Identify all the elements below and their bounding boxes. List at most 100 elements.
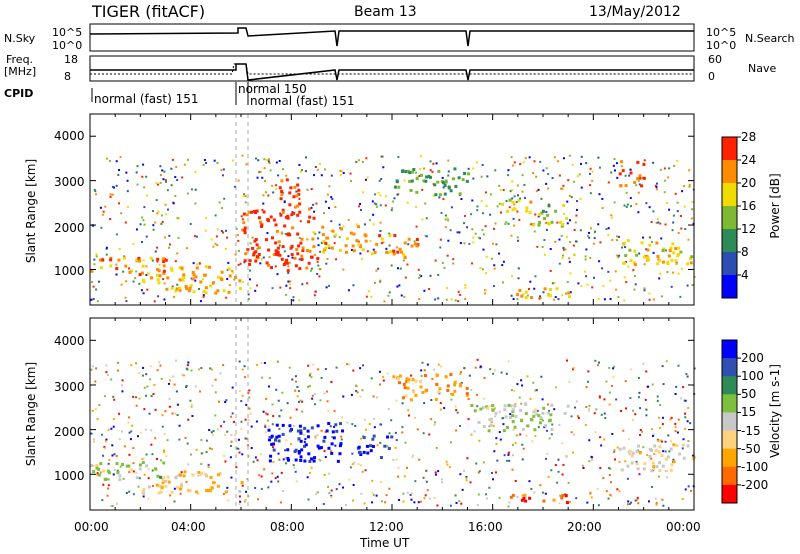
scatter-cell — [398, 284, 401, 287]
scatter-cell — [652, 161, 655, 164]
scatter-cell — [618, 460, 621, 463]
scatter-cell — [548, 409, 551, 412]
scatter-cell — [105, 157, 108, 160]
scatter-cell — [179, 492, 182, 495]
echo-cell — [370, 252, 374, 256]
scatter-cell — [156, 369, 159, 372]
echo-cell — [513, 207, 517, 211]
echo-cell — [486, 406, 490, 410]
scatter-cell — [101, 433, 104, 436]
scatter-cell — [387, 408, 390, 411]
scatter-cell — [593, 237, 596, 240]
scatter-cell — [586, 501, 589, 504]
scatter-cell — [518, 218, 521, 221]
scatter-cell — [298, 299, 301, 302]
scatter-cell — [306, 476, 309, 479]
scatter-cell — [576, 415, 579, 418]
scatter-cell — [352, 483, 355, 486]
scatter-cell — [361, 160, 364, 163]
scatter-cell — [536, 409, 539, 412]
echo-cell — [180, 482, 184, 486]
scatter-cell — [147, 497, 150, 500]
echo-cell — [222, 289, 226, 293]
echo-cell — [690, 255, 694, 259]
scatter-cell — [545, 182, 548, 185]
echo-cell — [195, 266, 199, 270]
echo-cell — [620, 468, 624, 472]
scatter-cell — [444, 218, 447, 221]
scatter-cell — [237, 263, 240, 266]
scatter-cell — [511, 197, 514, 200]
scatter-cell — [360, 492, 363, 495]
scatter-cell — [295, 480, 298, 483]
scatter-cell — [650, 457, 653, 460]
echo-cell — [332, 436, 336, 440]
echo-cell — [435, 373, 439, 377]
scatter-cell — [587, 370, 590, 373]
echo-cell — [178, 278, 182, 282]
scatter-cell — [472, 167, 475, 170]
scatter-cell — [310, 206, 313, 209]
scatter-cell — [307, 385, 310, 388]
scatter-cell — [683, 205, 686, 208]
scatter-cell — [390, 419, 393, 422]
scatter-cell — [162, 451, 165, 454]
scatter-cell — [298, 258, 301, 261]
echo-cell — [501, 202, 505, 206]
scatter-cell — [418, 458, 421, 461]
scatter-cell — [466, 226, 469, 229]
scatter-cell — [278, 427, 281, 430]
scatter-cell — [521, 190, 524, 193]
scatter-cell — [180, 471, 183, 474]
scatter-cell — [655, 503, 658, 506]
echo-cell — [465, 393, 469, 397]
scatter-cell — [476, 358, 479, 361]
scatter-cell — [142, 457, 145, 460]
echo-cell — [169, 267, 173, 271]
scatter-cell — [436, 504, 439, 507]
scatter-cell — [653, 468, 656, 471]
echo-cell — [284, 261, 288, 265]
scatter-cell — [439, 365, 442, 368]
scatter-cell — [568, 260, 571, 263]
echo-cell — [655, 241, 659, 245]
scatter-cell — [464, 298, 467, 301]
scatter-cell — [665, 201, 668, 204]
scatter-cell — [171, 285, 174, 288]
scatter-cell — [482, 461, 485, 464]
scatter-cell — [94, 190, 97, 193]
echo-cell — [520, 498, 524, 502]
echo-cell — [276, 253, 280, 257]
scatter-cell — [214, 242, 217, 245]
colorbar-tick-label: -100 — [741, 459, 769, 474]
scatter-cell — [230, 415, 233, 418]
echo-cell — [214, 291, 218, 295]
scatter-cell — [185, 385, 188, 388]
scatter-cell — [159, 181, 162, 184]
scatter-cell — [431, 170, 434, 173]
scatter-cell — [409, 493, 412, 496]
echo-cell — [175, 287, 179, 291]
scatter-cell — [634, 413, 637, 416]
scatter-cell — [443, 266, 446, 269]
scatter-cell — [143, 186, 146, 189]
velocity-ytick-4000: 4000 — [54, 334, 85, 348]
colorbar-tick-label: 100 — [741, 369, 764, 384]
scatter-cell — [244, 418, 247, 421]
echo-cell — [438, 387, 442, 391]
scatter-cell — [135, 228, 138, 231]
echo-cell — [280, 193, 284, 197]
scatter-cell — [634, 499, 637, 502]
echo-cell — [387, 446, 391, 450]
scatter-cell — [135, 404, 138, 407]
scatter-cell — [575, 497, 578, 500]
echo-cell — [560, 496, 564, 500]
echo-cell — [532, 410, 536, 414]
scatter-cell — [283, 449, 286, 452]
scatter-cell — [323, 474, 326, 477]
scatter-cell — [444, 214, 447, 217]
scatter-cell — [357, 159, 360, 162]
scatter-cell — [393, 197, 396, 200]
scatter-cell — [163, 236, 166, 239]
scatter-cell — [616, 176, 619, 179]
